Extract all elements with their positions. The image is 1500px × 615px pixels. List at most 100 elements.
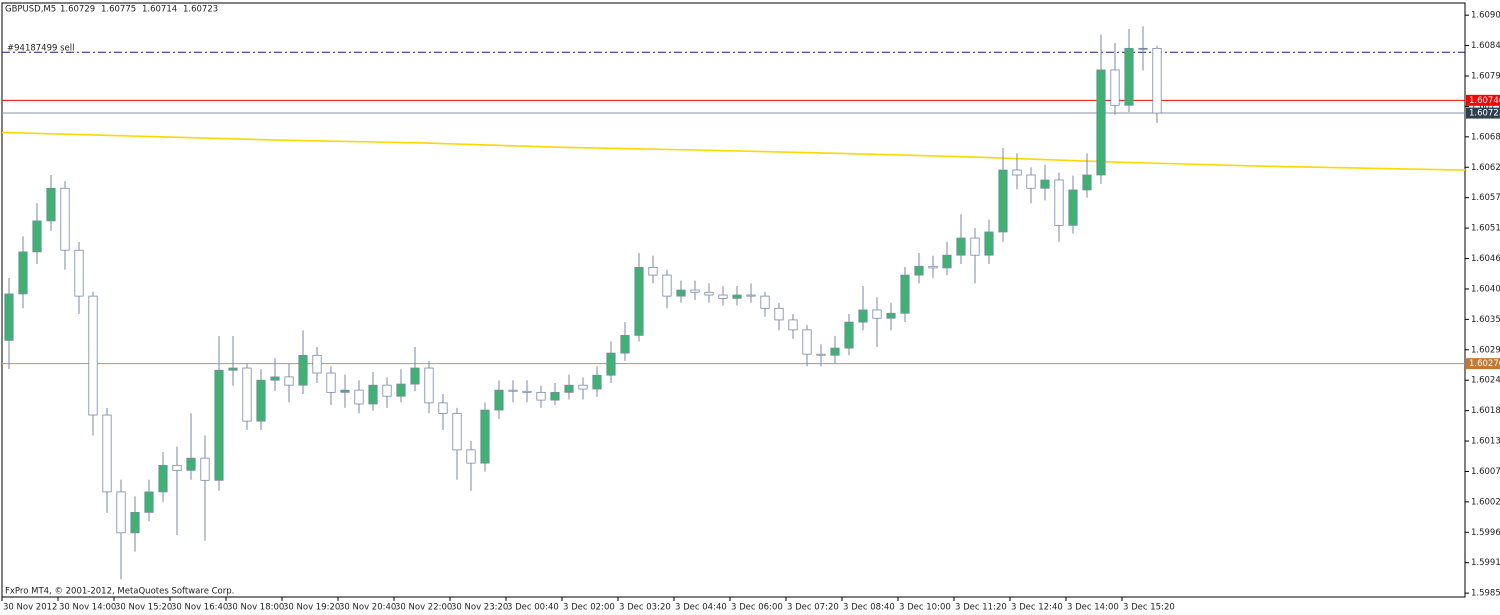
candle-body bbox=[676, 289, 686, 297]
x-tick-label: 3 Dec 02:00 bbox=[563, 603, 615, 613]
candle-body bbox=[802, 329, 812, 355]
candle-body bbox=[88, 295, 98, 416]
candle-body bbox=[1040, 179, 1050, 189]
candle-body bbox=[998, 169, 1008, 233]
candle-body bbox=[1068, 189, 1078, 226]
candle-body bbox=[648, 266, 658, 276]
candle-body bbox=[130, 511, 140, 534]
price-tag bbox=[1466, 358, 1500, 370]
candle-body bbox=[298, 354, 308, 386]
x-tick-label: 30 Nov 19:20 bbox=[283, 603, 340, 613]
x-tick-label: 3 Dec 06:00 bbox=[731, 603, 783, 613]
candle-body bbox=[270, 376, 280, 381]
candle-body bbox=[326, 372, 336, 393]
order-label: #94187499 sell bbox=[7, 44, 74, 54]
candle-body bbox=[466, 449, 476, 464]
candle-body bbox=[242, 367, 252, 422]
candle-body bbox=[200, 457, 210, 481]
y-tick-label: 1.60185 bbox=[1471, 406, 1500, 416]
candle-body bbox=[956, 237, 966, 256]
x-tick-label: 3 Dec 03:20 bbox=[619, 603, 671, 613]
candle-body bbox=[774, 307, 784, 321]
candle-body bbox=[718, 294, 728, 299]
candle-body bbox=[858, 309, 868, 323]
header-value: 1.60723 bbox=[183, 5, 218, 15]
y-tick-label: 1.60900 bbox=[1471, 11, 1500, 21]
candle-body bbox=[886, 312, 896, 319]
candle-body bbox=[844, 321, 854, 349]
y-tick-label: 1.60625 bbox=[1471, 163, 1500, 173]
candle-body bbox=[284, 376, 294, 386]
x-tick-label: 30 Nov 20:40 bbox=[339, 603, 396, 613]
candle-body bbox=[494, 389, 504, 411]
price-tag-label: 1.60723 bbox=[1469, 109, 1500, 119]
price-tag bbox=[1466, 107, 1500, 119]
candle-body bbox=[592, 374, 602, 390]
y-tick-label: 1.60130 bbox=[1471, 437, 1500, 447]
symbol: GBPUSD,M5 bbox=[5, 5, 56, 15]
candle-body bbox=[830, 347, 840, 356]
x-tick-label: 30 Nov 16:40 bbox=[171, 603, 228, 613]
candle-body bbox=[732, 294, 742, 299]
candle-body bbox=[32, 220, 42, 253]
candle-body bbox=[158, 464, 168, 493]
x-tick-label: 30 Nov 18:00 bbox=[227, 603, 284, 613]
candle-body bbox=[102, 414, 112, 493]
footer: FxPro MT4, © 2001-2012, MetaQuotes Softw… bbox=[5, 587, 234, 597]
x-tick-label: 3 Dec 12:40 bbox=[1011, 603, 1063, 613]
candle-body bbox=[564, 384, 574, 393]
candle-body bbox=[312, 354, 322, 374]
candle-body bbox=[634, 266, 644, 336]
y-tick-label: 1.60790 bbox=[1471, 72, 1500, 82]
candle-body bbox=[1054, 179, 1064, 226]
candle-body bbox=[522, 390, 532, 393]
candle-body bbox=[256, 379, 266, 422]
price-tag-label: 1.60270 bbox=[1469, 359, 1500, 369]
candle-body bbox=[74, 249, 84, 297]
y-tick-label: 1.59855 bbox=[1471, 589, 1500, 599]
candle-body bbox=[214, 369, 224, 481]
y-tick-label: 1.60735 bbox=[1471, 102, 1500, 112]
x-tick-label: 3 Dec 08:40 bbox=[843, 603, 895, 613]
candle-body bbox=[1138, 47, 1148, 50]
candle-body bbox=[872, 309, 882, 319]
candle-body bbox=[914, 265, 924, 276]
candle-body bbox=[970, 237, 980, 256]
candle-body bbox=[1012, 169, 1022, 176]
x-tick-label: 30 Nov 2012 bbox=[3, 603, 57, 613]
candle-body bbox=[662, 274, 672, 297]
x-tick-label: 3 Dec 00:40 bbox=[507, 603, 559, 613]
y-tick-label: 1.60020 bbox=[1471, 497, 1500, 507]
candle-body bbox=[424, 367, 434, 404]
x-tick-label: 3 Dec 14:00 bbox=[1067, 603, 1119, 613]
candle-body bbox=[760, 295, 770, 309]
candle-body bbox=[900, 274, 910, 314]
candle-body bbox=[550, 391, 560, 401]
candle-body bbox=[340, 389, 350, 393]
candle-body bbox=[438, 402, 448, 414]
header-value: 1.60775 bbox=[101, 5, 136, 15]
y-tick-label: 1.60240 bbox=[1471, 376, 1500, 386]
candle-body bbox=[144, 491, 154, 513]
y-tick-label: 1.60350 bbox=[1471, 315, 1500, 325]
candle-body bbox=[1152, 47, 1162, 114]
y-tick-label: 1.60570 bbox=[1471, 193, 1500, 203]
candle-body bbox=[480, 409, 490, 464]
moving-average bbox=[1, 131, 1466, 171]
candle-body bbox=[4, 293, 14, 341]
candle-body bbox=[578, 384, 588, 390]
x-tick-label: 30 Nov 14:00 bbox=[59, 603, 116, 613]
x-tick-label: 30 Nov 22:00 bbox=[395, 603, 452, 613]
price-tag bbox=[1466, 94, 1500, 106]
candle-body bbox=[60, 187, 70, 251]
price-tag-label: 1.60746 bbox=[1469, 96, 1500, 106]
candle-body bbox=[816, 353, 826, 356]
candle-body bbox=[46, 187, 56, 222]
candle-body bbox=[18, 251, 28, 295]
plot-area bbox=[1, 2, 1466, 598]
y-tick-label: 1.60405 bbox=[1471, 284, 1500, 294]
candle-body bbox=[620, 334, 630, 354]
x-tick-label: 3 Dec 07:20 bbox=[787, 603, 839, 613]
y-tick-label: 1.60845 bbox=[1471, 41, 1500, 51]
